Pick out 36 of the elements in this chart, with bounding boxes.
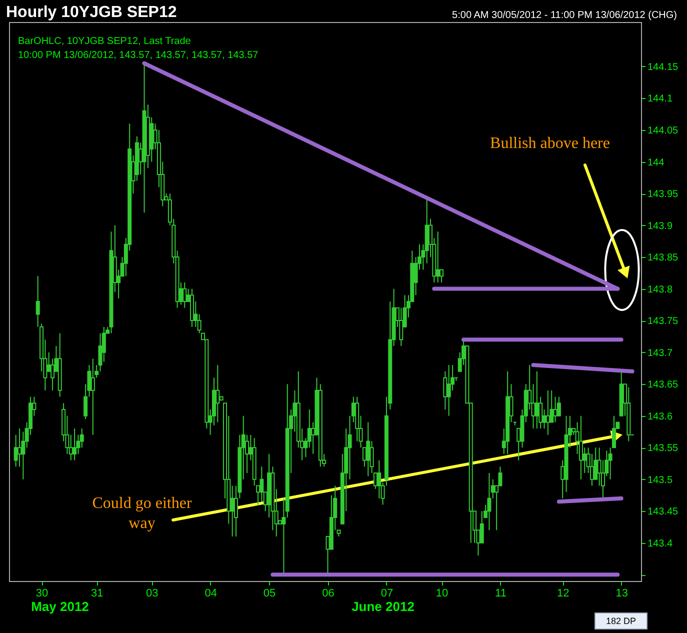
x-tick-label: 04 bbox=[204, 588, 217, 600]
y-tick-label: 143.7 bbox=[648, 348, 673, 359]
x-tick-label: 31 bbox=[90, 588, 104, 600]
y-tick-label: 143.4 bbox=[648, 538, 673, 550]
x-tick-label: 11 bbox=[495, 588, 506, 600]
x-tick-label: 05 bbox=[263, 588, 276, 600]
text: June 2012 bbox=[352, 599, 414, 614]
y-tick-label: 143.55 bbox=[648, 443, 679, 454]
y-tick-label: 143.65 bbox=[648, 380, 679, 391]
y-tick-label: 143.85 bbox=[648, 252, 679, 264]
y-tick-label: 144.15 bbox=[648, 62, 679, 73]
y-tick-label: 143.95 bbox=[648, 189, 679, 200]
y-tick-label: 144.05 bbox=[648, 125, 679, 136]
x-tick-label: 10 bbox=[436, 588, 448, 600]
x-tick-label: 06 bbox=[322, 588, 334, 600]
y-tick-label: 143.45 bbox=[648, 506, 679, 518]
annotation: BarOHLC, 10YJGB SEP12, Last Trade bbox=[18, 36, 192, 47]
annotation: Could go either way bbox=[92, 495, 192, 532]
chart-subtitle: 5:00 AM 30/05/2012 - 11:00 PM 13/06/2012 (CHG) bbox=[452, 10, 677, 21]
annotation: Bullish above here bbox=[490, 135, 610, 152]
y-tick-label: 143.5 bbox=[648, 474, 673, 486]
x-tick-label: 30 bbox=[36, 588, 48, 600]
annotation: 10:00 PM 13/06/2012, 143.57, 143.57, 143.57, 143.57 bbox=[18, 50, 259, 61]
text: 182 DP bbox=[606, 616, 636, 626]
y-tick-label: 143.75 bbox=[648, 316, 679, 328]
text: May 2012 bbox=[31, 599, 89, 614]
x-tick-label: 07 bbox=[380, 588, 394, 600]
x-tick-label: 13 bbox=[616, 588, 628, 600]
x-tick-label: 03 bbox=[146, 588, 158, 600]
y-tick-label: 144 bbox=[648, 157, 665, 168]
chart-title: Hourly 10YJGB SEP12 bbox=[6, 4, 177, 21]
y-tick-label: 144.1 bbox=[648, 94, 673, 105]
y-tick-label: 143.6 bbox=[648, 411, 673, 422]
y-tick-label: 143.9 bbox=[648, 220, 673, 232]
x-tick-label: 12 bbox=[556, 588, 570, 600]
y-tick-label: 143.8 bbox=[648, 284, 673, 296]
